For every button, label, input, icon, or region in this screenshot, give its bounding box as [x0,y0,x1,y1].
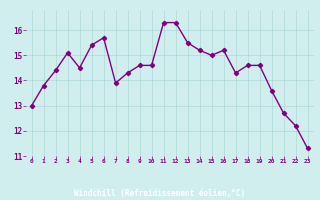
Text: Windchill (Refroidissement éolien,°C): Windchill (Refroidissement éolien,°C) [75,189,245,198]
